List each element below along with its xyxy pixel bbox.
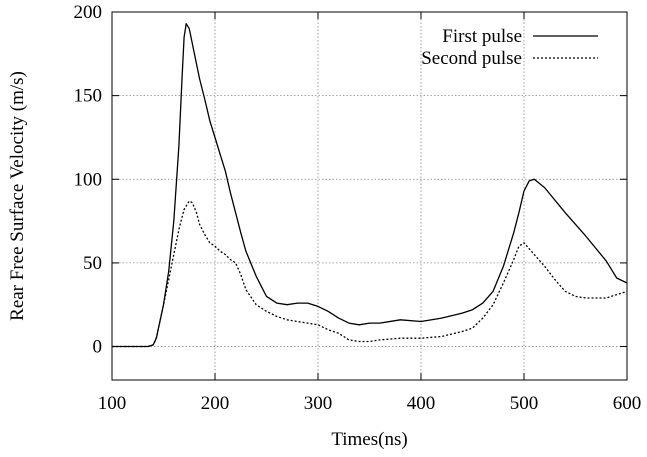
x-tick-label: 500 xyxy=(510,393,539,414)
y-tick-label: 50 xyxy=(83,253,102,274)
series-layer xyxy=(112,23,628,348)
y-tick-label: 100 xyxy=(74,169,103,190)
plot-frame xyxy=(111,11,628,381)
series-line-1 xyxy=(112,23,628,348)
y-tick-label: 200 xyxy=(74,2,103,23)
x-tick-label: 300 xyxy=(304,393,333,414)
y-tick-label: 0 xyxy=(93,337,103,358)
y-axis-title: Rear Free Surface Velocity (m/s) xyxy=(7,71,28,321)
x-axis-title: Times(ns) xyxy=(331,429,407,450)
axis-ticks: 100 200 300 400 500 600 0 50 100 150 200 xyxy=(74,2,642,414)
y-tick-label: 150 xyxy=(74,86,103,107)
series-line-2 xyxy=(112,200,628,348)
x-tick-label: 400 xyxy=(407,393,436,414)
legend-label-1: First pulse xyxy=(442,26,522,47)
x-tick-label: 200 xyxy=(201,393,230,414)
x-tick-label: 100 xyxy=(98,393,127,414)
grid xyxy=(112,12,627,380)
legend-label-2: Second pulse xyxy=(421,48,522,69)
x-tick-label: 600 xyxy=(613,393,642,414)
